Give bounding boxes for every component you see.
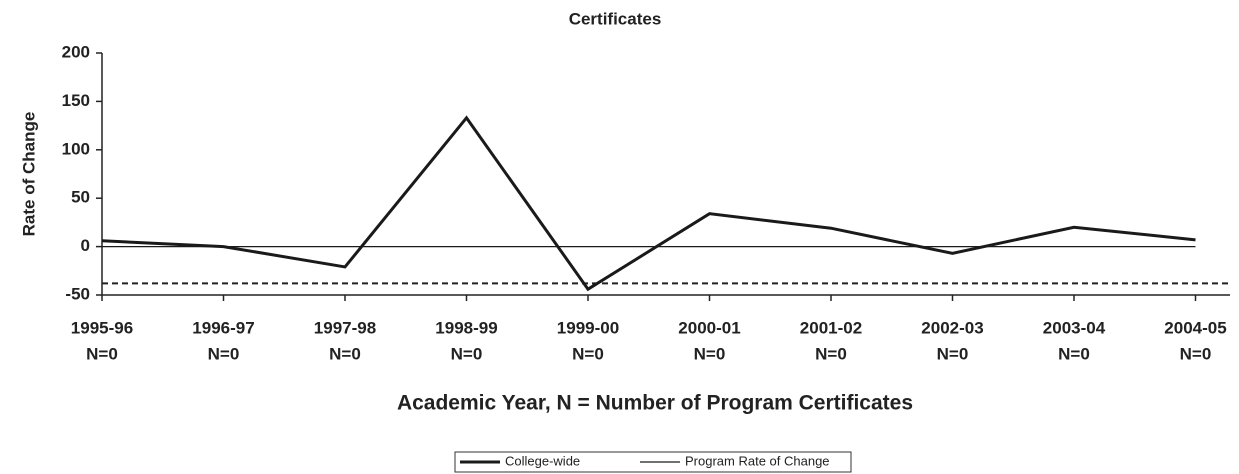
x-tick-label: 1999-00: [557, 318, 619, 337]
x-axis-label: Academic Year, N = Number of Program Cer…: [397, 392, 913, 415]
x-tick-label: 1998-99: [435, 318, 497, 337]
y-tick-label: 150: [62, 91, 90, 110]
x-tick-sublabel: N=0: [1058, 344, 1090, 363]
x-tick-sublabel: N=0: [451, 344, 483, 363]
x-tick-sublabel: N=0: [694, 344, 726, 363]
x-tick-label: 2002-03: [921, 318, 983, 337]
legend-label: Program Rate of Change: [685, 453, 830, 468]
x-tick-label: 1997-98: [314, 318, 376, 337]
x-tick-label: 2001-02: [800, 318, 862, 337]
x-tick-sublabel: N=0: [208, 344, 240, 363]
x-tick-label: 2004-05: [1164, 318, 1226, 337]
y-tick-label: 100: [62, 139, 90, 158]
y-tick-label: 0: [81, 236, 90, 255]
x-tick-label: 2000-01: [678, 318, 740, 337]
x-tick-label: 1996-97: [192, 318, 254, 337]
x-tick-label: 2003-04: [1043, 318, 1106, 337]
x-tick-sublabel: N=0: [815, 344, 847, 363]
x-tick-sublabel: N=0: [572, 344, 604, 363]
x-tick-sublabel: N=0: [937, 344, 969, 363]
y-tick-label: -50: [65, 284, 90, 303]
x-tick-label: 1995-96: [71, 318, 133, 337]
line-series: [101, 115, 1196, 292]
chart-title: Certificates: [569, 9, 662, 28]
y-tick-label: 200: [62, 42, 90, 61]
legend-label: College-wide: [505, 453, 580, 468]
y-tick-label: 50: [71, 188, 90, 207]
y-axis-label: Rate of Change: [19, 112, 38, 237]
x-tick-sublabel: N=0: [1180, 344, 1212, 363]
x-tick-sublabel: N=0: [329, 344, 361, 363]
x-tick-sublabel: N=0: [86, 344, 118, 363]
